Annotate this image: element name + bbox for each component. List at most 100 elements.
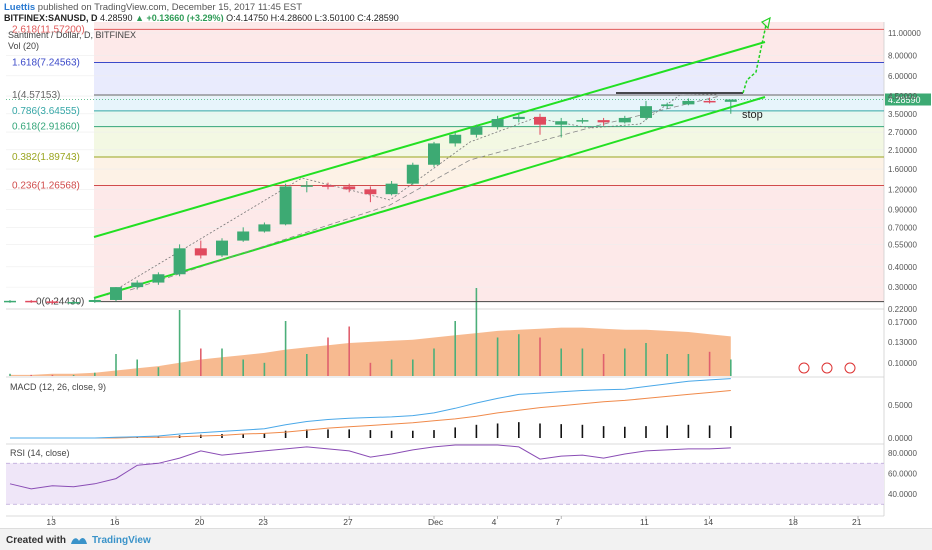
macd-y-tick-label: 0.0000: [888, 434, 913, 443]
author-name[interactable]: Luettis: [4, 2, 36, 13]
rsi-y-tick-label: 60.0000: [888, 470, 917, 479]
tradingview-brand[interactable]: TradingView: [92, 535, 151, 546]
candle-body: [237, 231, 250, 241]
event-icons[interactable]: [798, 362, 856, 374]
candle-body: [322, 185, 334, 187]
axes: 11.00000 8.00000 6.00000 4.50000 3.50000 2.70…: [46, 29, 921, 527]
fib-label: 1(4.57153): [12, 90, 60, 101]
macd-histogram-bar: [581, 424, 584, 438]
event-flag-icon[interactable]: [821, 362, 833, 374]
volume-bar: [136, 359, 138, 376]
fib-band: [94, 29, 884, 63]
volume-bar: [730, 359, 732, 376]
macd-histogram-bar: [560, 424, 562, 438]
volume-bar: [496, 337, 499, 376]
volume-bar: [369, 362, 372, 376]
candles: 4.28590: [4, 93, 931, 305]
volume-bar: [284, 321, 287, 376]
x-tick-label: 20: [195, 517, 205, 527]
created-with-text: Created with: [6, 535, 67, 546]
vol-label: Vol (20): [8, 41, 39, 51]
fib-label: 0.786(3.64555): [12, 106, 80, 117]
last-price-label: 4.28590: [888, 95, 921, 105]
fib-label: 0(0.24430): [36, 297, 84, 308]
candle-body: [682, 100, 695, 105]
price-change: ▲ +0.13660 (+3.29%): [135, 13, 224, 23]
macd-histogram-bar: [284, 430, 287, 438]
candle-body: [152, 274, 165, 283]
fib-band: [94, 62, 884, 95]
volume-bar: [51, 374, 54, 376]
publish-text: published on TradingView.com, December 1…: [37, 2, 303, 13]
y-tick-label: 0.22000: [888, 305, 917, 314]
y-tick-label: 2.10000: [888, 146, 917, 155]
macd-histogram-bar: [539, 423, 541, 438]
macd-histogram-bar: [730, 426, 732, 438]
pane-labels: Santiment / Dollar, D, BITFINEX Vol (20)…: [8, 30, 763, 458]
footer-bar: Created with TradingView: [0, 528, 932, 550]
volume-bar: [518, 334, 520, 376]
x-tick-label: 7: [555, 517, 560, 527]
candle-body: [343, 186, 356, 190]
macd-histogram-bar: [306, 429, 308, 438]
channel-lower-line[interactable]: [93, 96, 766, 299]
fib-band: [94, 22, 884, 30]
volume-bar: [412, 359, 414, 376]
event-flag-icon[interactable]: [844, 362, 856, 374]
y-tick-label: 11.00000: [888, 29, 921, 38]
channel-upper-line[interactable]: [93, 41, 766, 238]
macd-histogram-bar: [475, 424, 478, 438]
publish-info: Luettis published on TradingView.com, De…: [4, 2, 302, 13]
candle-body: [46, 301, 59, 303]
candle-body: [300, 185, 313, 187]
candle-body: [110, 287, 122, 300]
volume-ma-area: [10, 327, 731, 376]
symbol: BITFINEX:SANUSD, D: [4, 13, 98, 23]
stop-label: stop: [742, 109, 763, 121]
macd-histogram-bar: [518, 422, 520, 438]
x-tick-label: 23: [258, 517, 268, 527]
volume-bar: [327, 337, 329, 376]
fib-label: 2.618(11.57200): [12, 24, 85, 35]
y-tick-label: 0.90000: [888, 206, 917, 215]
x-tick-label: 21: [852, 517, 862, 527]
rsi-line: [9, 444, 731, 490]
macd-histogram-bar: [433, 430, 435, 438]
y-tick-label: 0.70000: [888, 223, 917, 232]
candle-body: [4, 300, 16, 303]
volume-bar: [475, 288, 478, 376]
y-tick-label: 8.00000: [888, 51, 917, 60]
candle-body: [724, 99, 737, 102]
volume-bar: [454, 321, 456, 376]
macd-histogram-bar: [390, 430, 393, 438]
volume-bar: [687, 354, 690, 376]
candle-body: [173, 248, 186, 275]
macd-histogram-bar: [221, 434, 223, 438]
x-tick-label: 4: [492, 517, 497, 527]
y-tick-label: 0.10000: [888, 359, 917, 368]
candle-body: [88, 299, 101, 302]
volume-bar: [178, 310, 181, 376]
volume-bar: [30, 374, 32, 376]
x-tick-label: Dec: [428, 517, 444, 527]
y-tick-label: 4.50000: [888, 92, 917, 101]
fib-label: 1.618(7.24563): [12, 57, 80, 68]
macd-histogram-bar: [263, 433, 266, 438]
fib-label: 0.618(2.91860): [12, 122, 80, 133]
volume-bar: [581, 348, 584, 376]
candle-body: [406, 164, 419, 184]
chart-canvas[interactable]: 2.618(11.57200) 1.618(7.24563) 1(4.57153) 0…: [0, 0, 932, 528]
event-flag-icon[interactable]: [798, 362, 810, 374]
y-tick-label: 1.20000: [888, 185, 917, 194]
fib-label: 0.236(1.26568): [12, 181, 80, 192]
y-tick-label: 1.60000: [888, 165, 917, 174]
y-tick-label: 0.40000: [888, 263, 917, 272]
volume-bar: [263, 362, 266, 376]
y-tick-label: 2.70000: [888, 128, 917, 137]
candle-body: [131, 282, 144, 288]
macd-y-tick-label: 0.5000: [888, 401, 913, 410]
macd-histogram-bar: [412, 430, 414, 438]
macd-label: MACD (12, 26, close, 9): [10, 382, 106, 392]
projection-arrow[interactable]: [742, 24, 767, 94]
macd-histogram-bar: [454, 427, 456, 438]
